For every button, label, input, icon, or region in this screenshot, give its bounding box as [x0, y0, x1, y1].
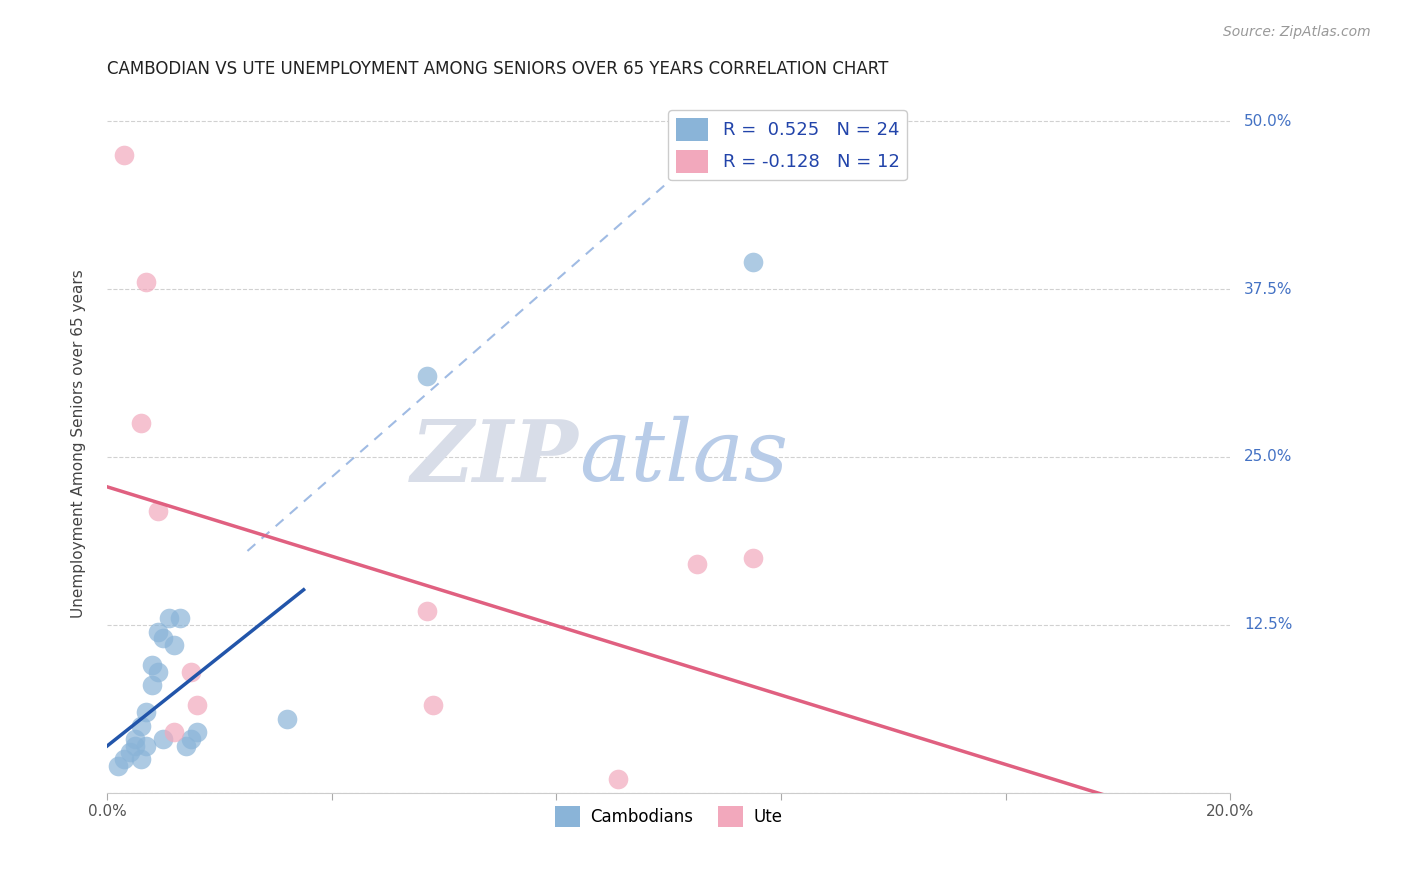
Point — [180, 665, 202, 679]
Point — [416, 369, 439, 384]
Text: atlas: atlas — [579, 417, 787, 499]
Point — [129, 417, 152, 431]
Point — [129, 752, 152, 766]
Point — [135, 705, 157, 719]
Point — [163, 638, 186, 652]
Point — [180, 731, 202, 746]
Point — [152, 731, 174, 746]
Point — [118, 745, 141, 759]
Point — [741, 550, 763, 565]
Point — [107, 759, 129, 773]
Point — [422, 698, 444, 713]
Point — [141, 658, 163, 673]
Text: 37.5%: 37.5% — [1244, 282, 1292, 297]
Point — [686, 558, 709, 572]
Point — [146, 504, 169, 518]
Point — [607, 772, 630, 787]
Point — [741, 255, 763, 269]
Point — [146, 624, 169, 639]
Point — [135, 739, 157, 753]
Point — [276, 712, 298, 726]
Y-axis label: Unemployment Among Seniors over 65 years: Unemployment Among Seniors over 65 years — [72, 269, 86, 618]
Point — [141, 678, 163, 692]
Point — [146, 665, 169, 679]
Point — [135, 276, 157, 290]
Point — [186, 698, 208, 713]
Point — [112, 752, 135, 766]
Point — [129, 718, 152, 732]
Point — [416, 604, 439, 618]
Text: 25.0%: 25.0% — [1244, 450, 1292, 465]
Text: 50.0%: 50.0% — [1244, 114, 1292, 128]
Legend: Cambodians, Ute: Cambodians, Ute — [548, 799, 789, 833]
Point — [157, 611, 180, 625]
Text: CAMBODIAN VS UTE UNEMPLOYMENT AMONG SENIORS OVER 65 YEARS CORRELATION CHART: CAMBODIAN VS UTE UNEMPLOYMENT AMONG SENI… — [107, 60, 889, 78]
Point — [152, 632, 174, 646]
Point — [186, 725, 208, 739]
Text: ZIP: ZIP — [411, 416, 579, 500]
Text: Source: ZipAtlas.com: Source: ZipAtlas.com — [1223, 25, 1371, 39]
Point — [169, 611, 191, 625]
Point — [124, 739, 146, 753]
Point — [112, 148, 135, 162]
Text: 12.5%: 12.5% — [1244, 617, 1292, 632]
Point — [174, 739, 197, 753]
Point — [163, 725, 186, 739]
Point — [124, 731, 146, 746]
